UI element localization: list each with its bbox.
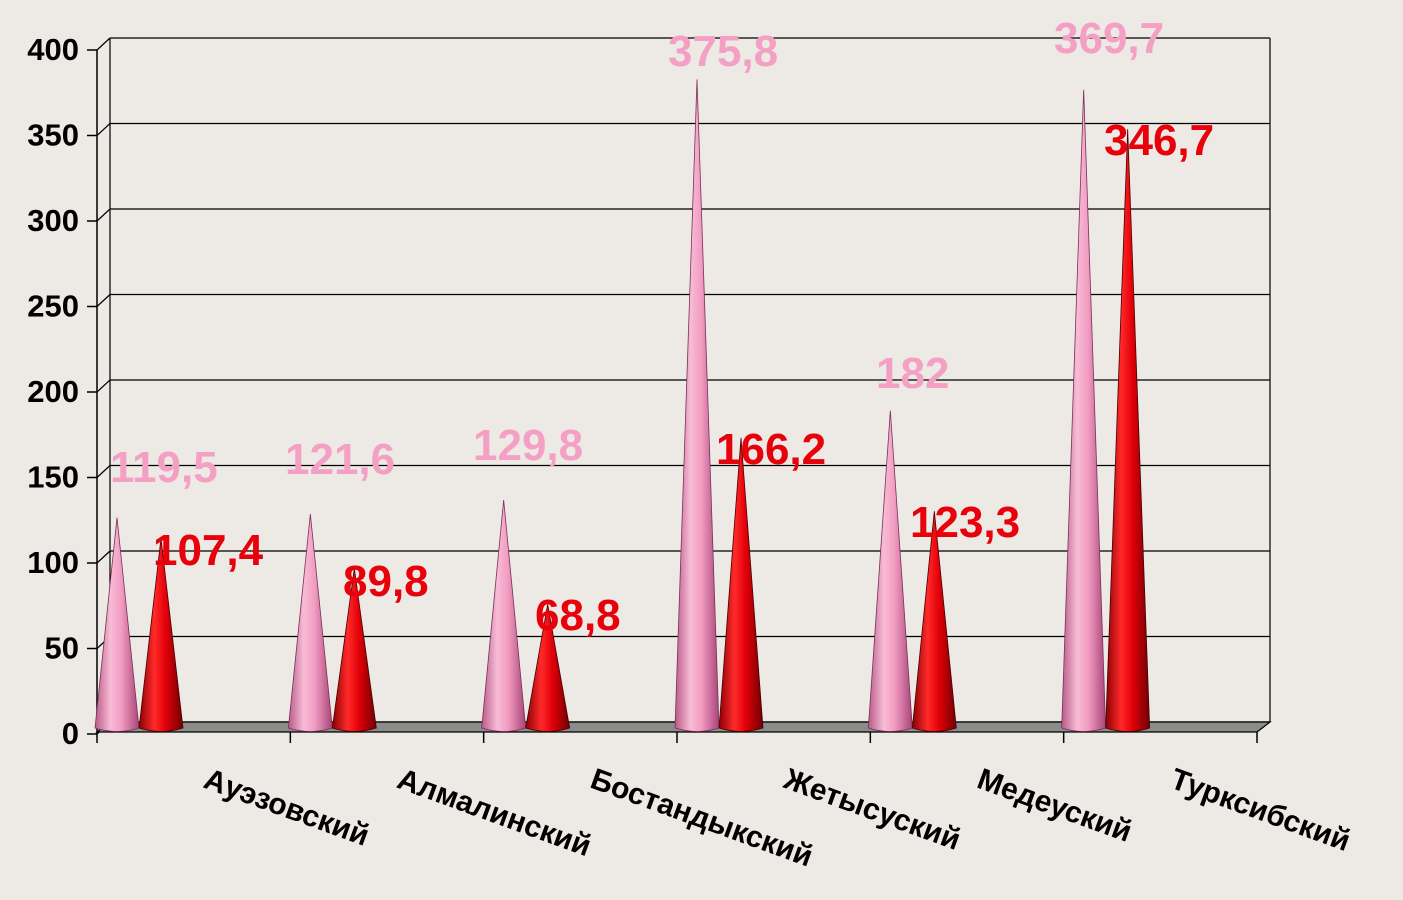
cone-series-1 — [94, 517, 140, 732]
labels-layer: 119,5 121,6 129,8 375,8 182 369,7 107,4 89,8 68,… — [110, 14, 1214, 640]
data-label-series-1: 119,5 — [110, 443, 218, 492]
cone-series-1 — [674, 79, 720, 732]
data-label-series-2: 346,7 — [1104, 116, 1214, 165]
y-tick-label: 0 — [62, 716, 79, 751]
gridline-side — [96, 294, 111, 307]
data-label-series-2: 166,2 — [716, 425, 826, 474]
y-tick-label: 350 — [27, 118, 79, 153]
cone-series-1 — [1061, 89, 1107, 732]
x-tick-label: Ауэзовский — [200, 763, 374, 853]
gridline-side — [96, 208, 111, 222]
cone-series-2 — [525, 604, 571, 732]
y-tick-label: 300 — [27, 203, 79, 238]
gridline-side — [96, 550, 111, 564]
cone-series-1 — [867, 410, 913, 732]
x-tick-label: Бостандыкский — [586, 763, 817, 874]
data-label-series-1: 369,7 — [1054, 14, 1164, 63]
cone-series-1 — [481, 500, 527, 732]
gridline-side — [96, 379, 111, 393]
y-tick-label: 100 — [27, 545, 79, 580]
y-tick-label: 200 — [27, 374, 79, 409]
x-tick-label: Турксибский — [1166, 763, 1354, 858]
cone-series-2 — [911, 511, 957, 732]
cone-series-2 — [331, 568, 377, 732]
data-label-series-2: 89,8 — [343, 557, 429, 606]
y-tick-label: 250 — [27, 289, 79, 324]
cone-series-2 — [1105, 129, 1151, 732]
cone-series-2 — [718, 437, 764, 732]
data-label-series-2: 123,3 — [910, 498, 1020, 547]
x-tick-label: Алмалинский — [393, 763, 595, 864]
data-label-series-1: 129,8 — [473, 421, 583, 470]
x-tick-label: Медеуский — [973, 763, 1136, 849]
cone-series-2 — [138, 538, 184, 732]
data-label-series-1: 182 — [876, 349, 949, 398]
cone-series-1 — [287, 514, 333, 732]
data-label-series-2: 107,4 — [153, 526, 264, 575]
data-label-series-2: 68,8 — [535, 591, 621, 640]
data-label-series-1: 375,8 — [668, 27, 778, 76]
data-label-series-1: 121,6 — [285, 435, 395, 484]
y-tick-label: 400 — [27, 32, 79, 67]
gridline-side — [96, 465, 111, 478]
gridline-side — [96, 123, 111, 136]
marks-layer — [94, 79, 1151, 732]
y-tick-label: 150 — [27, 460, 79, 495]
gridline-side — [96, 37, 111, 51]
y-tick-label: 50 — [45, 631, 79, 666]
